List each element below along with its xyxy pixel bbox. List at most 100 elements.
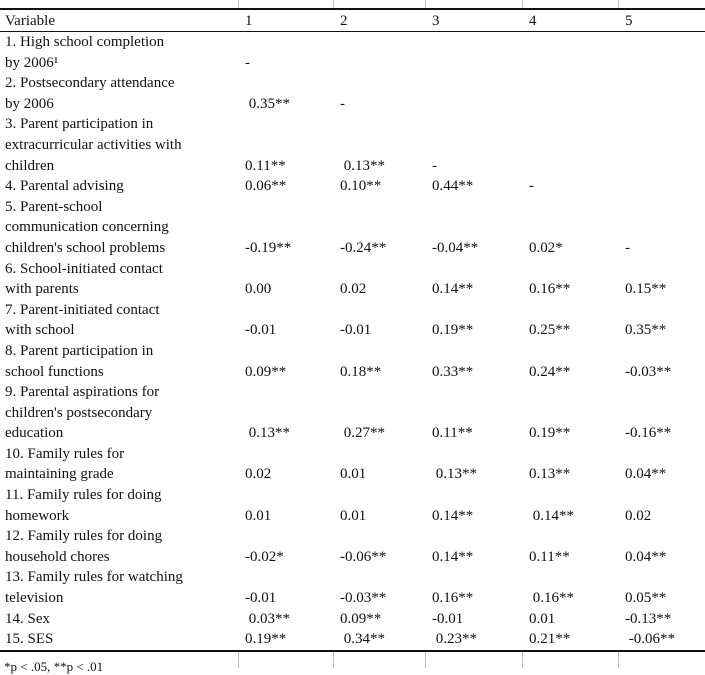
correlation-cell: 0.04** <box>625 466 667 483</box>
row-label: 3. Parent participation in extracurricul… <box>5 116 182 174</box>
row-label: 10. Family rules for maintaining grade <box>5 445 125 483</box>
row-label: 9. Parental aspirations for children's p… <box>5 384 160 442</box>
correlation-cell: -0.03** <box>625 363 672 380</box>
table-row: 10. Family rules for maintaining grade 0.… <box>0 444 705 485</box>
correlation-cell: 0.34** <box>340 631 385 648</box>
correlation-cell: -0.01 <box>340 322 372 339</box>
correlation-cell: 0.01 <box>529 610 556 627</box>
row-label: 11. Family rules for doing homework <box>5 487 162 524</box>
correlation-cell: 0.19** <box>245 631 287 648</box>
correlation-cell: 0.05** <box>625 590 667 607</box>
correlation-cell: 0.03** <box>245 610 290 627</box>
row-label: 6. School-initiated contact with parents <box>5 260 163 298</box>
correlation-cell: 0.35** <box>625 322 667 339</box>
header-col-4: 4 <box>529 13 537 29</box>
correlation-cell: 0.27** <box>340 425 385 442</box>
footnote: *p < .05, **p < .01 <box>4 659 104 674</box>
correlation-cell: 0.13** <box>245 425 290 442</box>
row-label: 4. Parental advising <box>5 178 124 195</box>
table-row: 3. Parent participation in extracurricul… <box>0 114 705 176</box>
header-col-3: 3 <box>432 13 440 29</box>
row-label: 1. High school completion by 2006¹ <box>5 34 165 71</box>
table-row: 1. High school completion by 2006¹ - <box>0 32 705 74</box>
correlation-cell: -0.06** <box>340 548 387 565</box>
header-row: Variable 1 2 3 4 5 <box>0 9 705 32</box>
correlation-cell: 0.11** <box>432 425 473 442</box>
correlation-cell: 0.33** <box>432 363 474 380</box>
table-row: 5. Parent-school communication concernin… <box>0 197 705 259</box>
correlation-cell: 0.16** <box>432 590 474 607</box>
table-row: 9. Parental aspirations for children's p… <box>0 382 705 444</box>
correlation-cell <box>524 73 620 114</box>
table-row: 14. Sex 0.03** 0.09** -0.01 0.01 -0.13** <box>0 609 705 630</box>
correlation-cell: 0.09** <box>340 610 382 627</box>
row-label: 7. Parent-initiated contact with school <box>5 301 160 339</box>
row-label: 12. Family rules for doing household cho… <box>5 528 163 565</box>
correlation-cell <box>427 32 524 74</box>
correlation-cell: 0.02 <box>340 281 367 298</box>
correlation-cell: -0.01 <box>245 590 277 607</box>
correlation-cell: 0.18** <box>340 363 382 380</box>
row-label: 2. Postsecondary attendance by 2006 <box>5 75 175 112</box>
table-row: 6. School-initiated contact with parents… <box>0 259 705 300</box>
correlation-cell: -0.06** <box>625 631 675 648</box>
correlation-cell <box>620 32 705 74</box>
correlation-cell: 0.21** <box>529 631 571 648</box>
correlation-cell: 0.02* <box>529 239 563 256</box>
correlation-cell: 0.19** <box>529 425 571 442</box>
correlation-cell: -0.01 <box>432 610 464 627</box>
correlation-cell: 0.13** <box>432 466 477 483</box>
correlation-cell: 0.23** <box>432 631 477 648</box>
correlation-cell <box>620 73 705 114</box>
table-row: 13. Family rules for watching television… <box>0 567 705 608</box>
correlation-cell: 0.14** <box>432 548 474 565</box>
header-col-5: 5 <box>625 13 633 29</box>
correlation-cell: 0.04** <box>625 548 667 565</box>
table-row: 4. Parental advising 0.06** 0.10** 0.44** - <box>0 176 705 197</box>
header-variable: Variable <box>5 13 55 29</box>
correlation-cell: 0.44** <box>432 178 474 195</box>
table-row: 15. SES 0.19** 0.34** 0.23** 0.21** -0.06*… <box>0 629 705 651</box>
correlation-cell: 0.15** <box>625 281 667 298</box>
correlation-cell: 0.01 <box>340 507 367 524</box>
correlation-cell: -0.24** <box>340 239 387 256</box>
table-row: 8. Parent participation in school functi… <box>0 341 705 382</box>
correlation-cell: -0.04** <box>432 239 479 256</box>
correlation-cell: 0.10** <box>340 178 382 195</box>
correlation-cell: - <box>625 239 630 256</box>
correlation-cell: - <box>340 95 345 112</box>
correlation-cell <box>620 114 705 176</box>
correlation-table: Variable 1 2 3 4 5 1. High school completion … <box>0 8 705 652</box>
correlation-cell: -0.02* <box>245 548 284 565</box>
correlation-cell: - <box>245 54 250 71</box>
correlation-cell: 0.01 <box>340 466 367 483</box>
correlation-cell: 0.14** <box>432 281 474 298</box>
correlation-cell <box>620 176 705 197</box>
correlation-cell: 0.00 <box>245 281 272 298</box>
correlation-cell: 0.19** <box>432 322 474 339</box>
correlation-cell: 0.11** <box>245 157 286 174</box>
correlation-cell: 0.25** <box>529 322 571 339</box>
correlation-cell: 0.14** <box>529 507 574 524</box>
correlation-cell: - <box>529 178 534 195</box>
correlation-cell <box>524 32 620 74</box>
correlation-cell: -0.16** <box>625 425 672 442</box>
correlation-cell <box>524 114 620 176</box>
correlation-cell: 0.13** <box>340 157 385 174</box>
correlation-cell <box>427 73 524 114</box>
correlation-cell: 0.24** <box>529 363 571 380</box>
table-row: 12. Family rules for doing household cho… <box>0 526 705 567</box>
correlation-cell: 0.11** <box>529 548 570 565</box>
row-label: 8. Parent participation in school functi… <box>5 342 154 380</box>
row-label: 13. Family rules for watching television <box>5 569 183 607</box>
correlation-cell: 0.35** <box>245 95 290 112</box>
correlation-cell: 0.02 <box>245 466 272 483</box>
correlation-cell: -0.13** <box>625 610 672 627</box>
correlation-cell: -0.01 <box>245 322 277 339</box>
correlation-cell: 0.14** <box>432 507 474 524</box>
correlation-cell: 0.09** <box>245 363 287 380</box>
correlation-cell: 0.16** <box>529 590 574 607</box>
header-col-2: 2 <box>340 13 348 29</box>
correlation-cell: - <box>432 157 437 174</box>
correlation-cell: 0.01 <box>245 507 272 524</box>
